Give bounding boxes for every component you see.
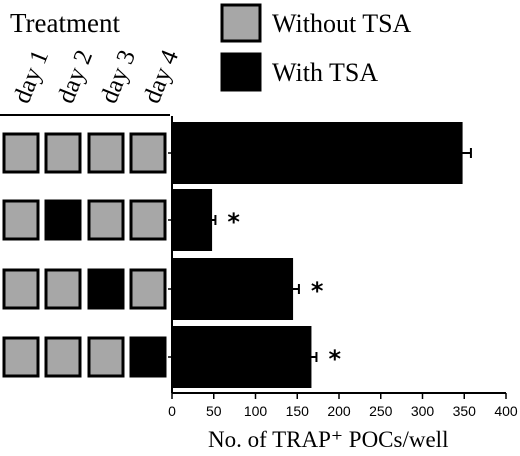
treatment-cell-r3-d3 [87,268,125,310]
treatment-cell-r1-d2 [44,132,82,174]
significance-marker-3: * [311,277,324,305]
treatment-cell-r2-d4 [129,199,167,241]
x-tick-label-150: 150 [286,403,310,419]
legend-with-tsa-swatch [220,52,262,92]
day-label-2: day 2 [53,46,99,107]
legend: Without TSA With TSA [220,3,412,92]
x-tick-label-50: 50 [206,403,222,419]
x-tick-label-0: 0 [168,403,176,419]
legend-with-tsa-label: With TSA [272,58,378,87]
treatment-cell-r4-d1 [2,336,40,378]
bar-chart: * * * 0 50 100 150 200 250 300 350 400 No. of TRAP… [168,116,518,452]
x-axis-label: No. of TRAP⁺ POCs/well [208,427,448,452]
treatment-grid [2,132,167,378]
day-label-3: day 3 [96,46,142,107]
x-tick-label-100: 100 [244,403,268,419]
x-tick-label-250: 250 [369,403,393,419]
treatment-cell-r4-d4 [129,336,167,378]
bar-4 [172,326,312,388]
treatment-cell-r1-d3 [87,132,125,174]
treatment-cell-r2-d2 [44,199,82,241]
x-tick-label-300: 300 [411,403,435,419]
treatment-label: Treatment [10,8,120,38]
treatment-cell-r4-d3 [87,336,125,378]
legend-without-tsa-label: Without TSA [272,9,412,38]
treatment-cell-r3-d4 [129,268,167,310]
bar-3 [172,258,294,320]
treatment-cell-r3-d1 [2,268,40,310]
bar-2 [172,189,213,251]
treatment-cell-r4-d2 [44,336,82,378]
day-label-1: day 1 [9,46,55,107]
day-labels: day 1 day 2 day 3 day 4 [9,46,185,107]
x-tick-label-200: 200 [327,403,351,419]
x-tick-label-400: 400 [494,403,518,419]
bar-1 [172,122,463,184]
treatment-cell-r2-d1 [2,199,40,241]
treatment-cell-r2-d3 [87,199,125,241]
day-label-4: day 4 [139,46,185,107]
treatment-cell-r3-d2 [44,268,82,310]
significance-marker-4: * [328,345,341,373]
treatment-cell-r1-d4 [129,132,167,174]
treatment-cell-r1-d1 [2,132,40,174]
significance-marker-2: * [227,208,240,236]
x-tick-label-350: 350 [453,403,477,419]
legend-without-tsa-swatch [220,3,262,43]
